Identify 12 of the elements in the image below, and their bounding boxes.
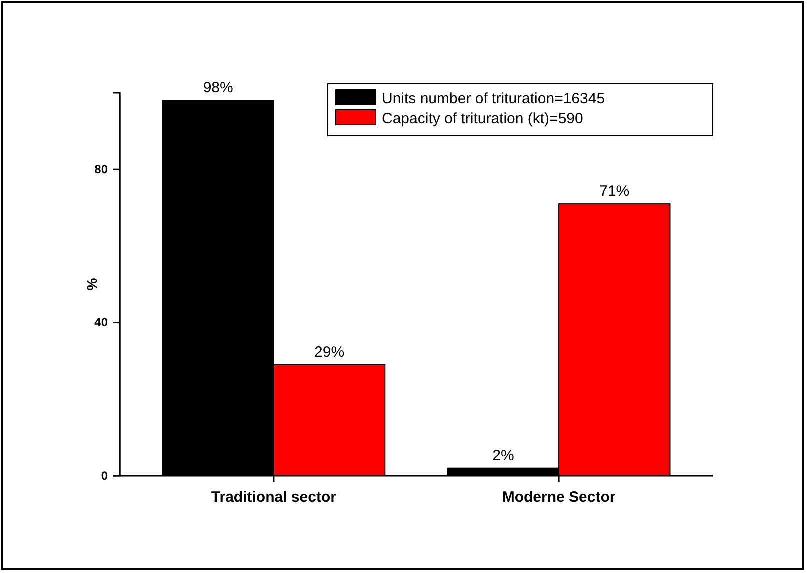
- legend-label: Capacity of trituration (kt)=590: [382, 110, 584, 128]
- y-tick-label: 0: [101, 468, 108, 483]
- y-tick-label: 80: [94, 162, 108, 176]
- data-label: 71%: [600, 183, 630, 200]
- legend-label: Units number of trituration=16345: [382, 90, 606, 108]
- x-tick-label: Traditional sector: [211, 489, 337, 506]
- y-axis-title: %: [84, 278, 100, 291]
- data-label: 98%: [203, 80, 234, 97]
- data-label: 29%: [314, 344, 345, 361]
- y-tick-label: 40: [94, 316, 108, 330]
- x-tick-label: Moderne Sector: [502, 489, 616, 506]
- data-label: 2%: [492, 447, 514, 464]
